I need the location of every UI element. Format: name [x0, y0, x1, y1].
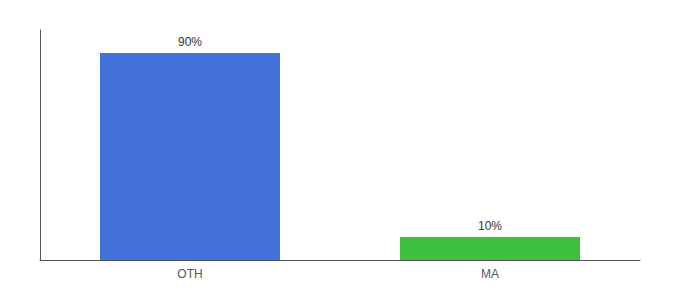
svg-text:OTH: OTH — [177, 267, 202, 281]
svg-text:10%: 10% — [478, 219, 502, 233]
svg-text:MA: MA — [481, 267, 499, 281]
svg-text:90%: 90% — [178, 35, 202, 49]
